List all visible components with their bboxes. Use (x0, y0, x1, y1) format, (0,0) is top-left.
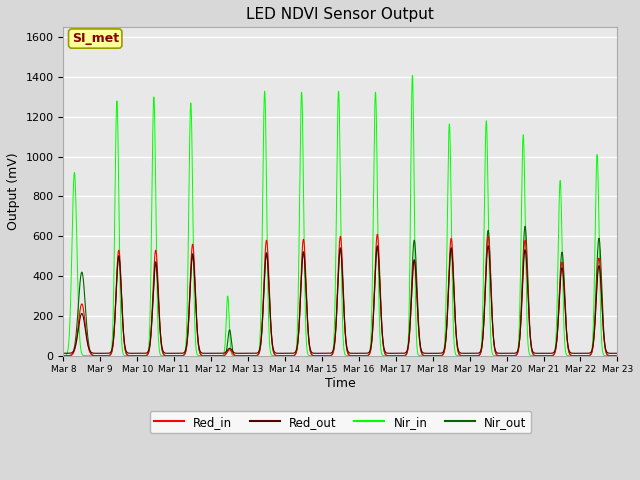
Red_in (603, 351, 611, 357)
Red_in (614, 353, 621, 359)
Red_out (123, 349, 131, 355)
Nir_in (272, 353, 280, 359)
Red_out (543, 350, 551, 356)
Line: Red_in: Red_in (63, 234, 618, 356)
Red_out (209, 350, 217, 356)
Nir_out (60, 353, 67, 359)
Nir_in (60, 353, 67, 359)
Title: LED NDVI Sensor Output: LED NDVI Sensor Output (246, 7, 435, 22)
Red_out (272, 350, 280, 356)
Nir_out (272, 353, 280, 359)
Red_in (373, 231, 381, 237)
Red_in (209, 353, 217, 359)
Nir_out (156, 317, 163, 323)
Nir_in (239, 353, 247, 359)
Red_in (156, 312, 163, 318)
Red_in (296, 300, 304, 306)
Line: Red_out: Red_out (63, 246, 618, 353)
Nir_out (240, 353, 248, 359)
Nir_in (156, 348, 163, 354)
Nir_out (614, 353, 621, 359)
Nir_in (603, 353, 611, 359)
Y-axis label: Output (mV): Output (mV) (7, 153, 20, 230)
Legend: Red_in, Red_out, Nir_in, Nir_out: Red_in, Red_out, Nir_in, Nir_out (150, 411, 531, 433)
Text: SI_met: SI_met (72, 32, 119, 45)
Red_out (60, 350, 67, 356)
Red_in (123, 351, 131, 357)
Nir_out (123, 351, 131, 357)
Line: Nir_in: Nir_in (63, 75, 618, 356)
Nir_in (408, 72, 416, 78)
Red_out (296, 305, 304, 311)
Red_out (603, 349, 611, 355)
Nir_in (614, 353, 621, 359)
Nir_out (296, 306, 304, 312)
X-axis label: Time: Time (325, 377, 356, 390)
Line: Nir_out: Nir_out (63, 226, 618, 356)
Red_in (272, 352, 280, 358)
Nir_out (543, 353, 551, 359)
Nir_in (296, 162, 304, 168)
Red_out (614, 350, 621, 356)
Red_in (543, 353, 551, 359)
Red_out (484, 243, 492, 249)
Nir_out (603, 351, 611, 357)
Nir_out (521, 223, 529, 229)
Red_in (60, 353, 67, 359)
Nir_in (543, 353, 551, 359)
Red_out (156, 315, 163, 321)
Nir_in (123, 353, 131, 359)
